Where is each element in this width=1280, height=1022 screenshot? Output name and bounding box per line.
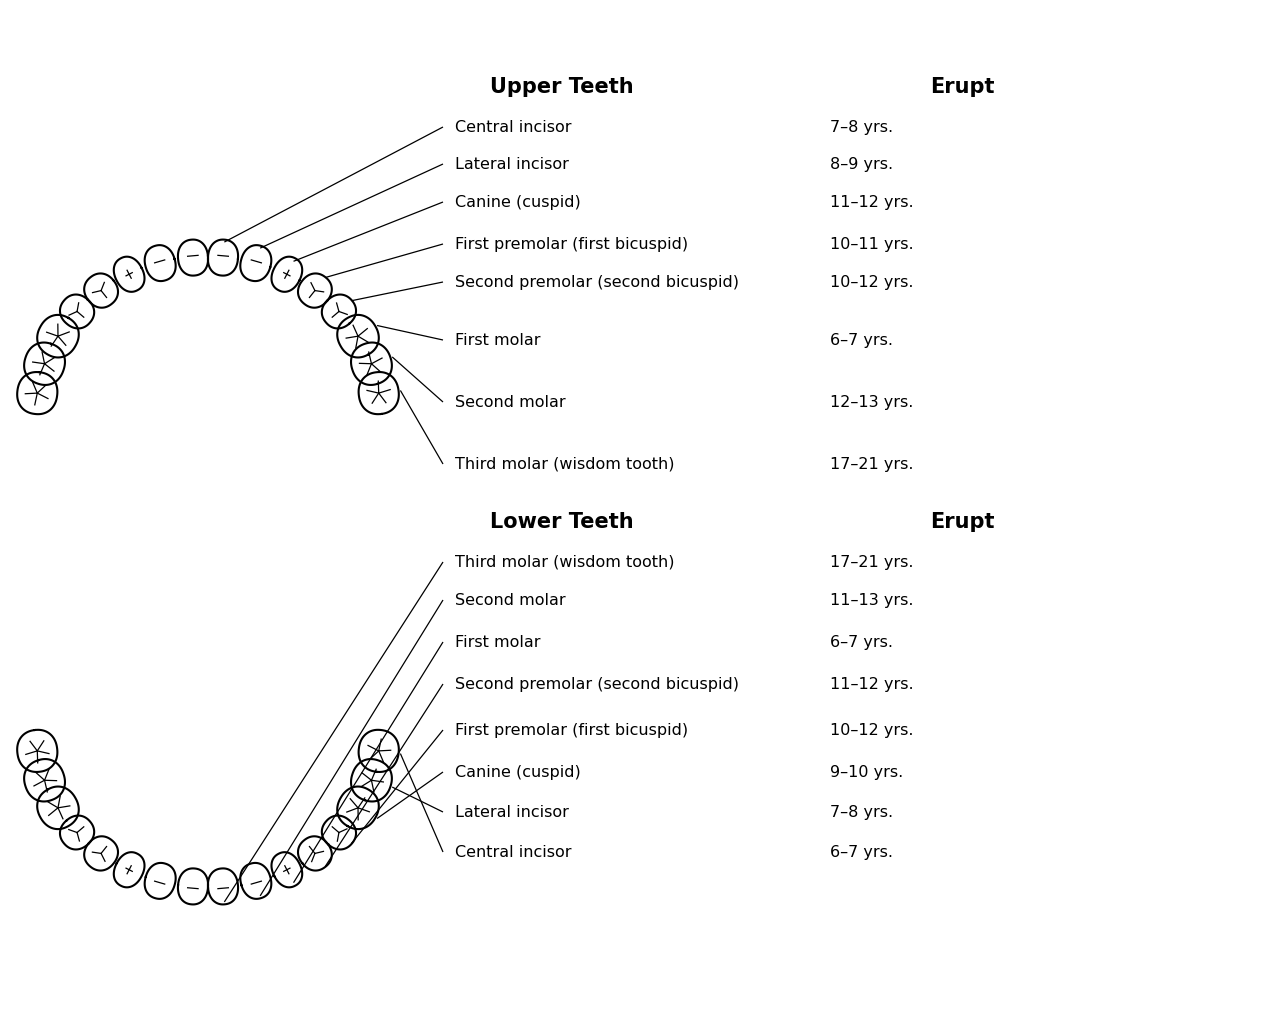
Polygon shape bbox=[241, 245, 271, 281]
Polygon shape bbox=[84, 836, 118, 871]
Polygon shape bbox=[358, 730, 399, 772]
Text: Lateral incisor: Lateral incisor bbox=[454, 156, 568, 172]
Text: 7–8 yrs.: 7–8 yrs. bbox=[829, 804, 893, 820]
Polygon shape bbox=[298, 836, 332, 871]
Polygon shape bbox=[60, 816, 95, 849]
Text: 17–21 yrs.: 17–21 yrs. bbox=[829, 457, 914, 471]
Polygon shape bbox=[351, 342, 392, 385]
Text: Lower Teeth: Lower Teeth bbox=[490, 512, 634, 532]
Text: First molar: First molar bbox=[454, 635, 540, 650]
Text: Second premolar (second bicuspid): Second premolar (second bicuspid) bbox=[454, 677, 739, 692]
Polygon shape bbox=[337, 315, 379, 358]
Text: Erupt: Erupt bbox=[931, 512, 995, 532]
Polygon shape bbox=[145, 863, 175, 899]
Text: Erupt: Erupt bbox=[931, 77, 995, 97]
Text: Upper Teeth: Upper Teeth bbox=[490, 77, 634, 97]
Polygon shape bbox=[241, 863, 271, 899]
Polygon shape bbox=[298, 274, 332, 308]
Text: Second premolar (second bicuspid): Second premolar (second bicuspid) bbox=[454, 275, 739, 289]
Polygon shape bbox=[145, 245, 175, 281]
Polygon shape bbox=[271, 852, 302, 887]
Text: First molar: First molar bbox=[454, 332, 540, 347]
Polygon shape bbox=[358, 372, 399, 414]
Polygon shape bbox=[17, 372, 58, 414]
Text: Third molar (wisdom tooth): Third molar (wisdom tooth) bbox=[454, 457, 675, 471]
Polygon shape bbox=[24, 759, 65, 801]
Polygon shape bbox=[84, 274, 118, 308]
Text: 6–7 yrs.: 6–7 yrs. bbox=[829, 332, 893, 347]
Text: Third molar (wisdom tooth): Third molar (wisdom tooth) bbox=[454, 555, 675, 569]
Text: Lateral incisor: Lateral incisor bbox=[454, 804, 568, 820]
Text: 10–11 yrs.: 10–11 yrs. bbox=[829, 236, 914, 251]
Polygon shape bbox=[60, 294, 95, 328]
Polygon shape bbox=[321, 294, 356, 328]
Text: 10–12 yrs.: 10–12 yrs. bbox=[829, 275, 914, 289]
Text: 12–13 yrs.: 12–13 yrs. bbox=[829, 394, 914, 410]
Text: 11–13 yrs.: 11–13 yrs. bbox=[829, 593, 914, 607]
Polygon shape bbox=[178, 239, 209, 276]
Text: 6–7 yrs.: 6–7 yrs. bbox=[829, 844, 893, 860]
Text: 7–8 yrs.: 7–8 yrs. bbox=[829, 120, 893, 135]
Text: Second molar: Second molar bbox=[454, 394, 566, 410]
Polygon shape bbox=[351, 759, 392, 801]
Text: 6–7 yrs.: 6–7 yrs. bbox=[829, 635, 893, 650]
Text: 17–21 yrs.: 17–21 yrs. bbox=[829, 555, 914, 569]
Polygon shape bbox=[207, 869, 238, 904]
Text: Canine (cuspid): Canine (cuspid) bbox=[454, 764, 581, 780]
Text: Canine (cuspid): Canine (cuspid) bbox=[454, 194, 581, 210]
Text: 8–9 yrs.: 8–9 yrs. bbox=[829, 156, 893, 172]
Text: 11–12 yrs.: 11–12 yrs. bbox=[829, 677, 914, 692]
Polygon shape bbox=[24, 342, 65, 385]
Polygon shape bbox=[114, 257, 145, 292]
Text: 10–12 yrs.: 10–12 yrs. bbox=[829, 723, 914, 738]
Polygon shape bbox=[178, 869, 209, 904]
Text: 11–12 yrs.: 11–12 yrs. bbox=[829, 194, 914, 210]
Text: Central incisor: Central incisor bbox=[454, 844, 571, 860]
Text: 9–10 yrs.: 9–10 yrs. bbox=[829, 764, 904, 780]
Polygon shape bbox=[337, 787, 379, 829]
Polygon shape bbox=[321, 816, 356, 849]
Polygon shape bbox=[37, 787, 79, 829]
Polygon shape bbox=[37, 315, 79, 358]
Polygon shape bbox=[207, 239, 238, 276]
Polygon shape bbox=[114, 852, 145, 887]
Text: Central incisor: Central incisor bbox=[454, 120, 571, 135]
Polygon shape bbox=[271, 257, 302, 292]
Text: First premolar (first bicuspid): First premolar (first bicuspid) bbox=[454, 236, 689, 251]
Text: First premolar (first bicuspid): First premolar (first bicuspid) bbox=[454, 723, 689, 738]
Text: Second molar: Second molar bbox=[454, 593, 566, 607]
Polygon shape bbox=[17, 730, 58, 772]
